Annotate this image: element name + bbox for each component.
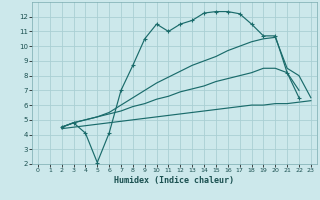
X-axis label: Humidex (Indice chaleur): Humidex (Indice chaleur) [115, 176, 234, 185]
